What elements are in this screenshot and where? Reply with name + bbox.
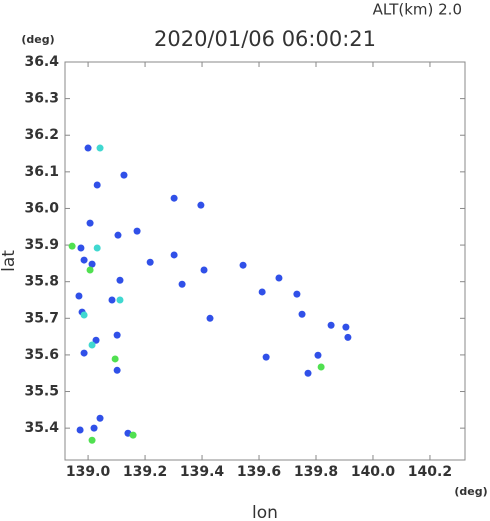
echo-point xyxy=(314,351,322,359)
chart-subtitle: ALT(km) 2.0 xyxy=(373,1,462,19)
echo-point xyxy=(86,219,94,227)
y-tick-label: 36.1 xyxy=(24,164,59,180)
echo-point xyxy=(200,266,208,274)
y-tick-label: 36.2 xyxy=(24,127,59,143)
y-tick-label: 36.3 xyxy=(24,91,59,107)
echo-point xyxy=(96,414,104,422)
plot-frame xyxy=(64,61,466,461)
echo-point xyxy=(93,244,101,252)
x-tick-label: 140.0 xyxy=(351,464,396,480)
echo-point xyxy=(275,274,283,282)
echo-point xyxy=(108,296,116,304)
x-tick-label: 140.2 xyxy=(408,464,452,480)
echo-point xyxy=(342,323,350,331)
y-axis-label: lat xyxy=(0,250,19,272)
echo-point xyxy=(84,144,92,152)
echo-point xyxy=(113,366,121,374)
chart-title: 2020/01/06 06:00:21 xyxy=(154,27,376,51)
y-tick-label: 35.8 xyxy=(24,274,59,290)
echo-point xyxy=(344,333,352,341)
x-unit: (deg) xyxy=(454,485,487,498)
x-tick-label: 139.4 xyxy=(180,464,225,480)
echo-point xyxy=(111,355,119,363)
echo-point xyxy=(113,331,121,339)
echo-point xyxy=(88,260,96,268)
y-tick-label: 36.4 xyxy=(24,54,59,70)
x-tick-label: 139.8 xyxy=(294,464,338,480)
echo-point xyxy=(93,181,101,189)
echo-point xyxy=(76,426,84,434)
echo-point xyxy=(114,231,122,239)
y-tick-label: 35.9 xyxy=(24,237,59,253)
echo-point xyxy=(298,310,306,318)
echo-point xyxy=(88,436,96,444)
echo-point xyxy=(90,424,98,432)
echo-point xyxy=(116,276,124,284)
echo-point xyxy=(133,227,141,235)
y-tick-label: 35.5 xyxy=(24,384,59,400)
y-tick-label: 35.7 xyxy=(24,310,59,326)
echo-point xyxy=(120,171,128,179)
x-axis-label: lon xyxy=(252,503,278,521)
echo-point xyxy=(170,194,178,202)
y-tick-label: 36.0 xyxy=(24,200,59,216)
echo-point xyxy=(262,353,270,361)
x-tick-label: 139.2 xyxy=(123,464,167,480)
echo-point xyxy=(88,341,96,349)
echo-point xyxy=(258,288,266,296)
y-unit: (deg) xyxy=(21,33,54,46)
echo-point xyxy=(68,242,76,250)
echo-point xyxy=(92,336,100,344)
echo-point xyxy=(96,144,104,152)
echo-point xyxy=(146,258,154,266)
echo-point xyxy=(197,201,205,209)
echo-point xyxy=(293,290,301,298)
echo-point xyxy=(129,431,137,439)
echo-point xyxy=(304,369,312,377)
y-tick-label: 35.4 xyxy=(24,420,59,436)
echo-point xyxy=(75,292,83,300)
echo-point xyxy=(170,251,178,259)
echo-point xyxy=(206,314,214,322)
echo-point xyxy=(116,296,124,304)
echo-point xyxy=(80,311,88,319)
echo-point xyxy=(178,280,186,288)
echo-point xyxy=(80,349,88,357)
echo-point xyxy=(317,363,325,371)
echo-point xyxy=(77,244,85,252)
echo-point xyxy=(80,256,88,264)
echo-point xyxy=(239,261,247,269)
x-tick-label: 139.0 xyxy=(66,464,111,480)
echo-point xyxy=(327,321,335,329)
echo-point xyxy=(86,266,94,274)
x-tick-label: 139.6 xyxy=(237,464,281,480)
y-tick-label: 35.6 xyxy=(24,347,59,363)
